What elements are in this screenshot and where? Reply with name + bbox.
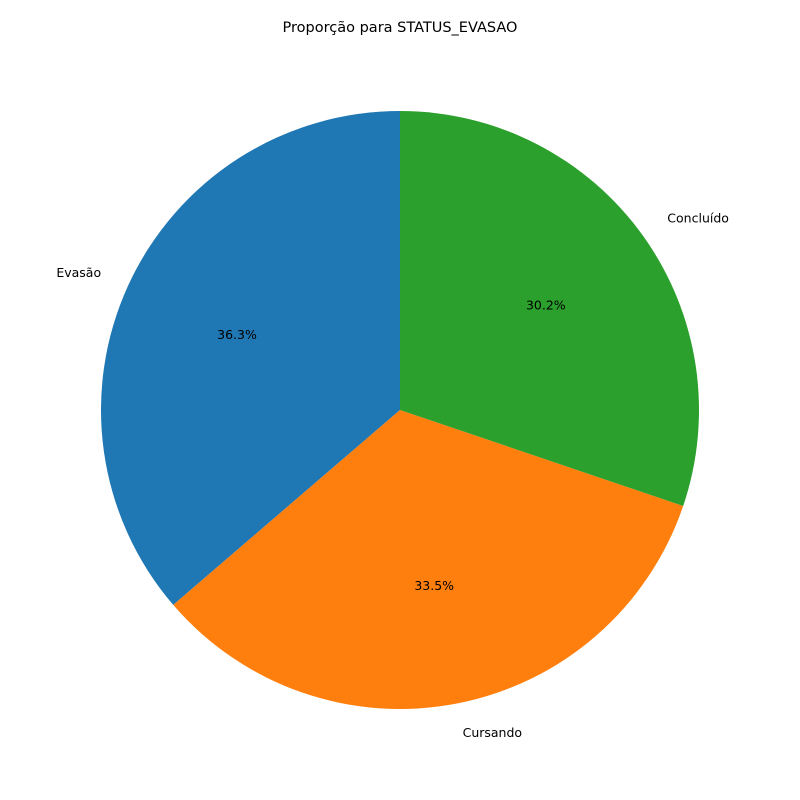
pie-slice-1 xyxy=(100,111,401,605)
pie-slice-2 xyxy=(173,410,684,709)
slice-label-2: Cursando xyxy=(463,725,522,740)
pie-slice-3 xyxy=(400,110,699,506)
slice-label-3: Concluído xyxy=(667,210,729,225)
slice-percent-3: 30.2% xyxy=(526,298,566,313)
slice-label-1: Evasão xyxy=(56,265,101,280)
slice-percent-1: 36.3% xyxy=(217,327,257,342)
chart-title: Proporção para STATUS_EVASAO xyxy=(283,20,518,36)
pie-labels: Evasão 36.3% Cursando 33.5% Concluído 30.2% xyxy=(56,210,729,740)
slice-percent-2: 33.5% xyxy=(414,578,454,593)
pie-slices xyxy=(100,110,699,709)
